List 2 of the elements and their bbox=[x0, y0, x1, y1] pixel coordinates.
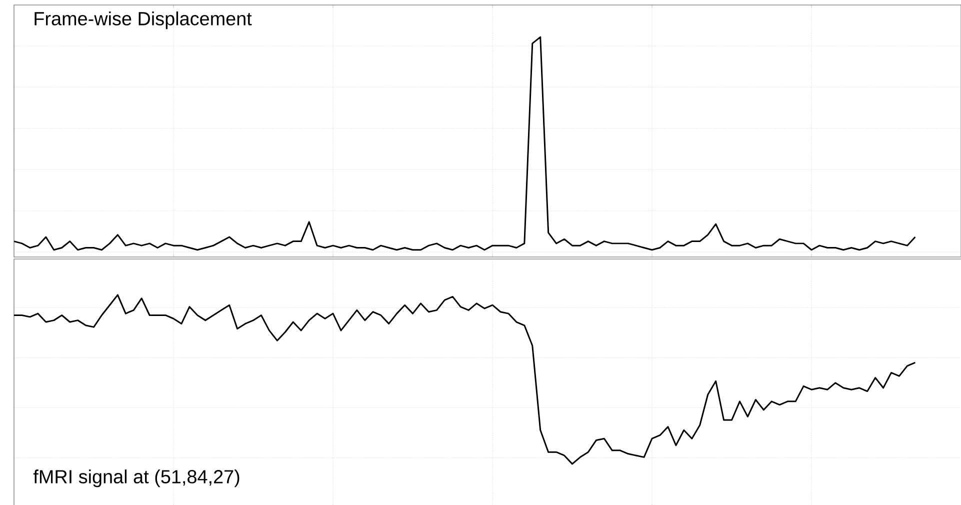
text: fMRI signal at (51,84,27) bbox=[33, 470, 240, 488]
chart-title: Frame-wise Displacement bbox=[34, 11, 252, 30]
